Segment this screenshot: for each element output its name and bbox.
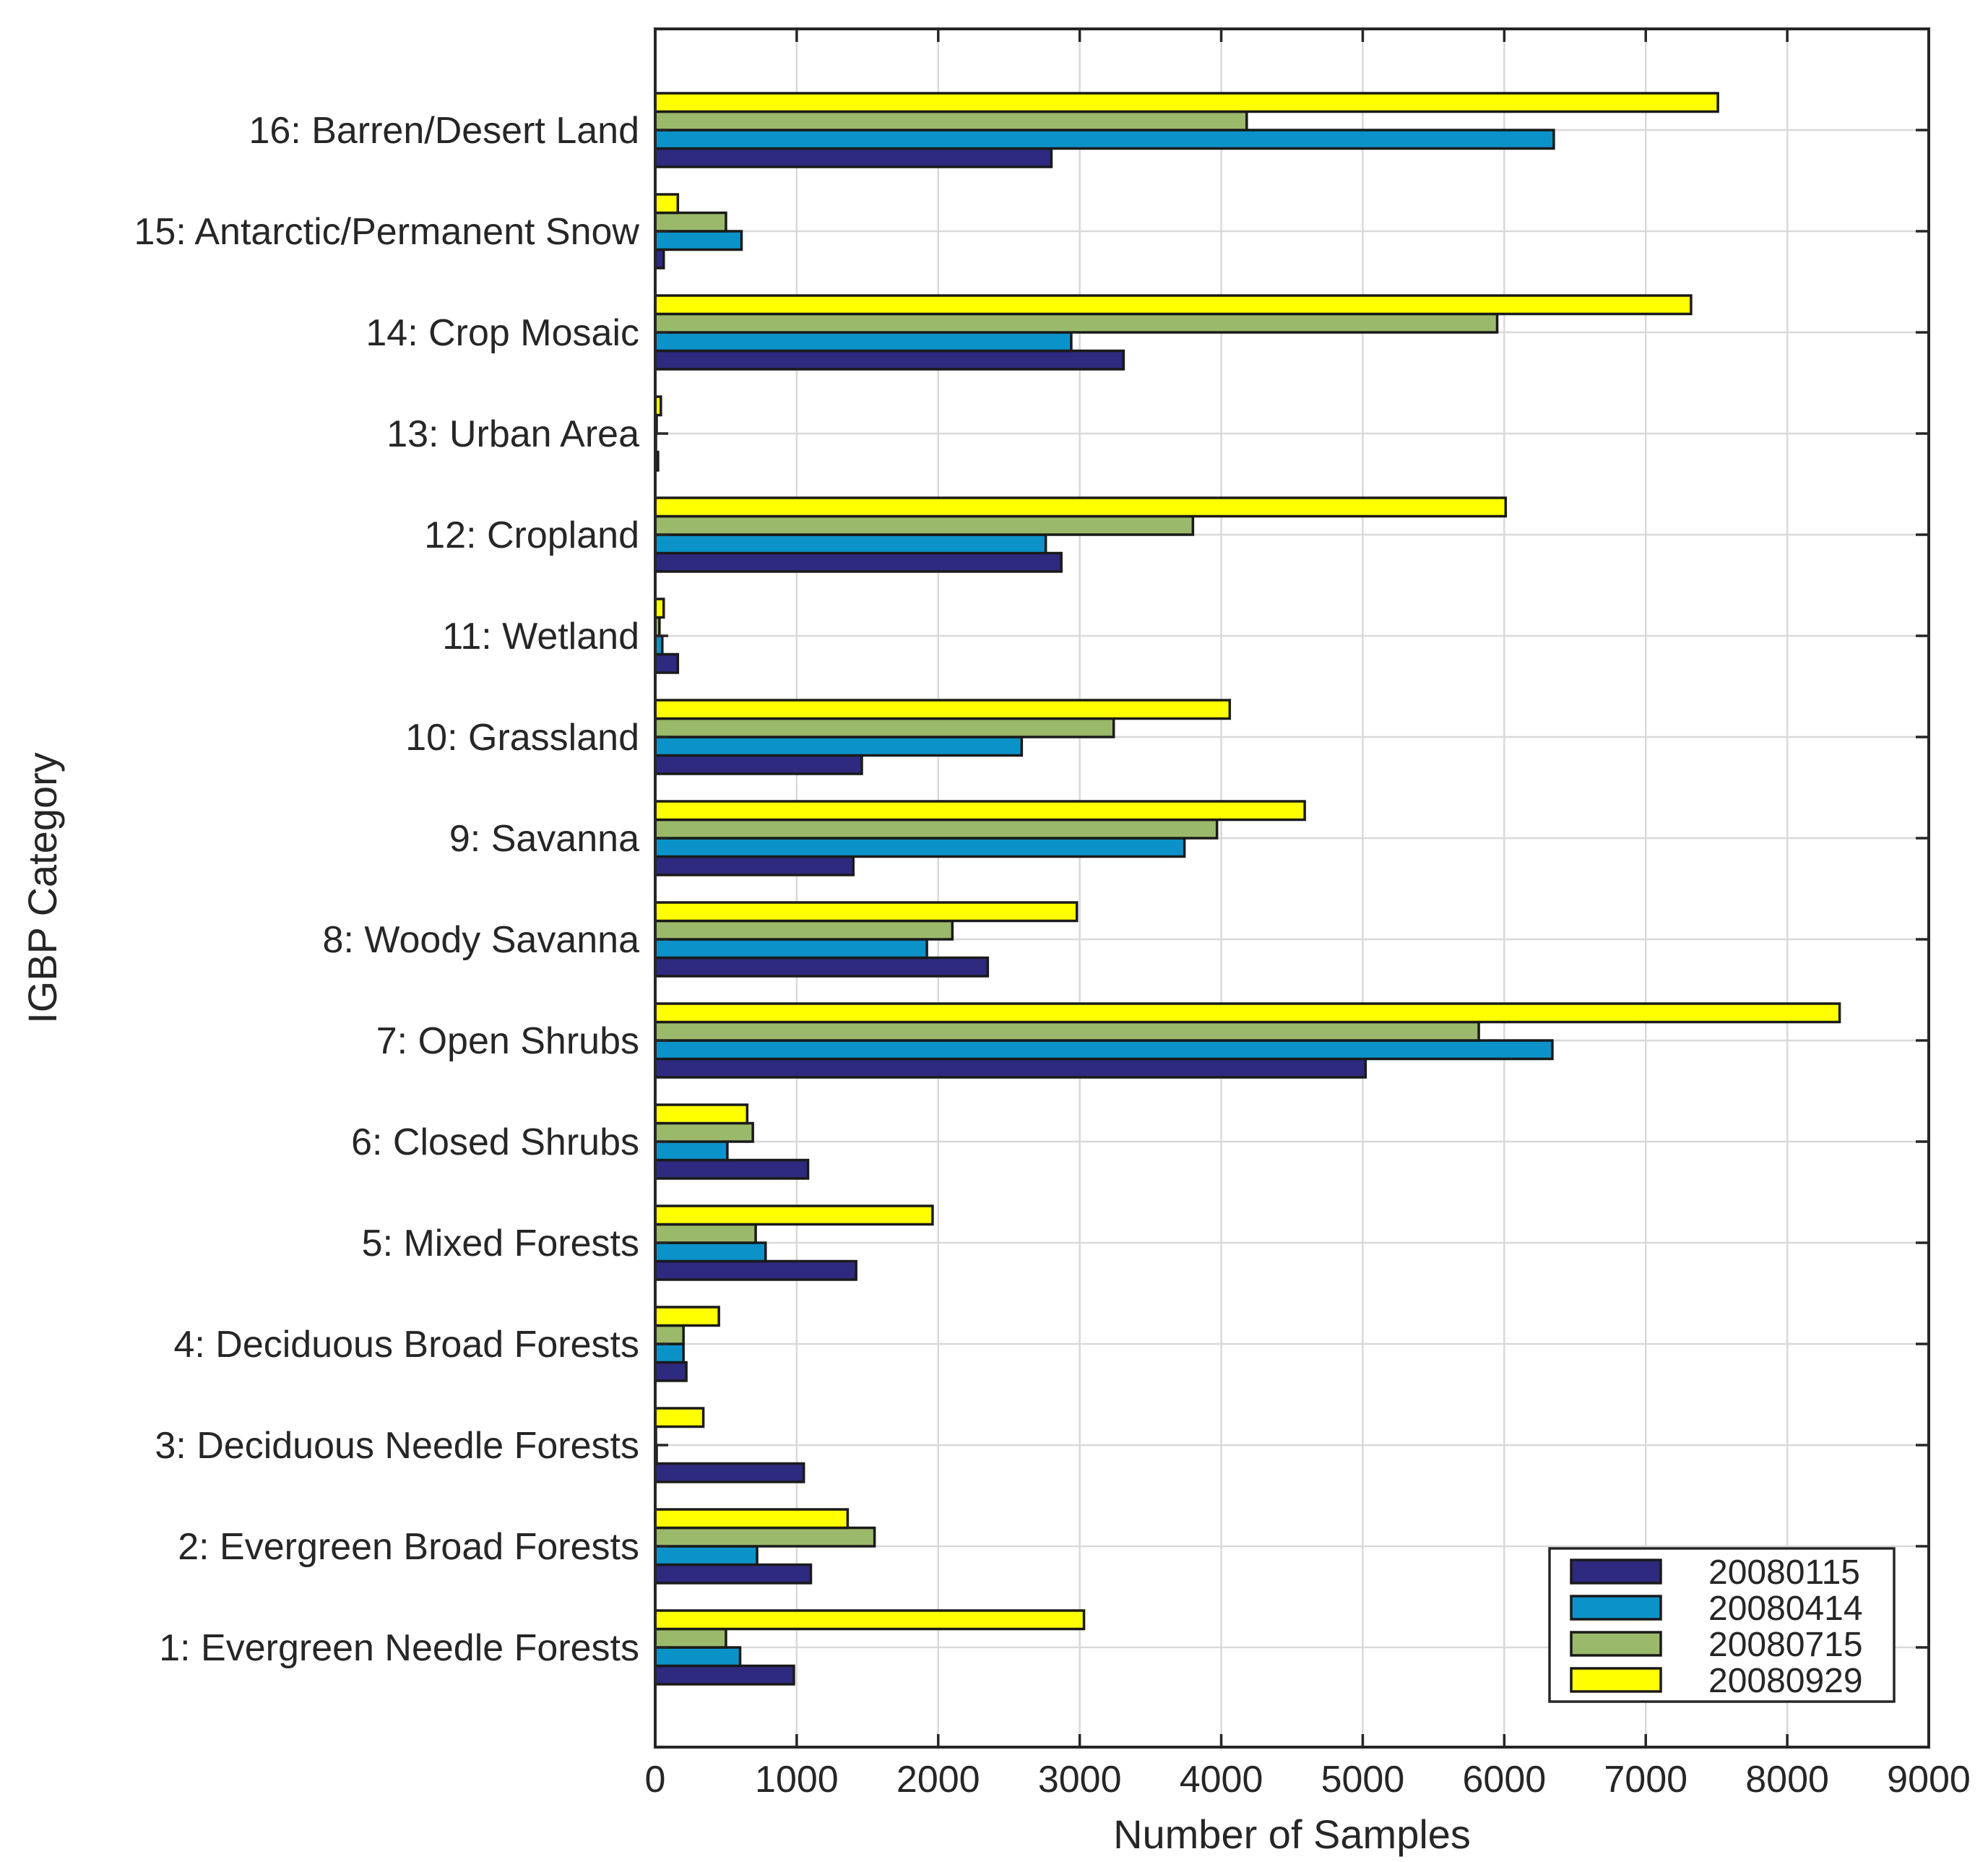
bar <box>654 1057 1367 1079</box>
bar <box>654 110 1248 132</box>
category-label: 16: Barren/Desert Land <box>248 110 639 152</box>
bar <box>654 837 1186 858</box>
bar <box>654 1223 757 1244</box>
bar <box>654 652 680 674</box>
bar <box>654 800 1306 822</box>
x-tick-label: 9000 <box>1887 1759 1971 1801</box>
bar <box>654 1361 688 1382</box>
legend-label: 20080929 <box>1708 1662 1863 1700</box>
legend-swatch <box>1570 1667 1662 1693</box>
bar <box>654 1407 705 1428</box>
x-axis-title: Number of Samples <box>1113 1811 1471 1857</box>
bar <box>654 1140 729 1162</box>
bar <box>654 1259 857 1281</box>
bar <box>654 1204 934 1226</box>
category-label: 14: Crop Mosaic <box>366 312 639 354</box>
ticks <box>654 29 1930 1747</box>
bar <box>654 1324 685 1345</box>
bar <box>654 331 1073 353</box>
x-tick-label: 1000 <box>755 1759 839 1801</box>
category-label: 6: Closed Shrubs <box>351 1121 639 1163</box>
y-axis-title: IGBP Category <box>20 752 65 1024</box>
category-label: 8: Woody Savanna <box>323 919 640 961</box>
category-label: 10: Grassland <box>405 717 639 759</box>
category-label: 5: Mixed Forests <box>362 1223 639 1264</box>
bar <box>654 1342 685 1364</box>
bar <box>654 717 1115 738</box>
bar <box>654 1020 1480 1042</box>
bar <box>654 294 1693 316</box>
bar <box>654 514 1195 536</box>
legend-swatch <box>1570 1595 1662 1621</box>
category-label: 11: Wetland <box>442 616 639 658</box>
x-tick-label: 0 <box>645 1759 666 1801</box>
plot-frame <box>654 27 1930 1749</box>
x-tick-label: 2000 <box>896 1759 980 1801</box>
bar <box>654 193 680 215</box>
bar <box>654 1563 813 1585</box>
grid-lines <box>654 29 1930 1747</box>
bar <box>654 754 863 775</box>
bar <box>654 551 1063 573</box>
bar <box>654 1462 805 1483</box>
bar <box>654 312 1499 334</box>
bar <box>654 855 855 876</box>
category-label: 3: Deciduous Needle Forests <box>155 1425 639 1467</box>
category-label: 1: Evergreen Needle Forests <box>159 1627 639 1669</box>
bar <box>654 1158 810 1180</box>
bar <box>654 1103 749 1125</box>
bar <box>654 349 1125 371</box>
bar <box>654 699 1232 720</box>
bar <box>654 1306 720 1327</box>
bar <box>654 919 954 941</box>
bar <box>654 818 1219 840</box>
bar <box>654 1002 1841 1024</box>
legend-label: 20080715 <box>1708 1626 1863 1664</box>
x-tick-labels: 0 1000 2000 3000 4000 5000 6000 7000 8000 9000 <box>645 1759 1971 1801</box>
category-labels: 1: Evergreen Needle Forests 2: Evergreen … <box>134 110 640 1669</box>
category-label: 4: Deciduous Broad Forests <box>173 1324 639 1366</box>
legend-swatch <box>1570 1559 1662 1585</box>
x-tick-label: 3000 <box>1038 1759 1122 1801</box>
bar <box>654 938 928 960</box>
bar <box>654 956 990 978</box>
bar <box>654 496 1508 518</box>
x-tick-label: 7000 <box>1604 1759 1687 1801</box>
bar <box>654 1241 767 1263</box>
category-label: 7: Open Shrubs <box>376 1020 639 1062</box>
x-tick-label: 5000 <box>1321 1759 1405 1801</box>
x-tick-label: 4000 <box>1180 1759 1263 1801</box>
bar <box>654 736 1024 757</box>
bar <box>654 230 743 251</box>
category-label: 9: Savanna <box>449 818 639 860</box>
legend-label: 20080414 <box>1708 1590 1863 1628</box>
bar <box>654 1526 876 1548</box>
bar <box>654 129 1555 150</box>
bar <box>654 901 1079 923</box>
bar <box>654 1646 742 1668</box>
bar <box>654 147 1053 168</box>
x-tick-label: 6000 <box>1462 1759 1546 1801</box>
bar <box>654 1121 754 1143</box>
bar <box>654 211 727 233</box>
bar <box>654 1609 1086 1631</box>
bar <box>654 1508 850 1530</box>
category-label: 2: Evergreen Broad Forests <box>178 1526 639 1568</box>
bar <box>654 1545 759 1566</box>
category-label: 15: Antarctic/Permanent Snow <box>134 211 640 253</box>
x-tick-label: 8000 <box>1745 1759 1829 1801</box>
bar <box>654 1627 727 1649</box>
legend-label: 20080115 <box>1708 1553 1860 1592</box>
category-label: 13: Urban Area <box>386 413 639 455</box>
bar <box>654 533 1047 555</box>
bar <box>654 1039 1554 1061</box>
bar <box>654 92 1719 113</box>
bar <box>654 1664 795 1686</box>
category-label: 12: Cropland <box>424 514 639 556</box>
legend-swatch <box>1570 1631 1662 1657</box>
